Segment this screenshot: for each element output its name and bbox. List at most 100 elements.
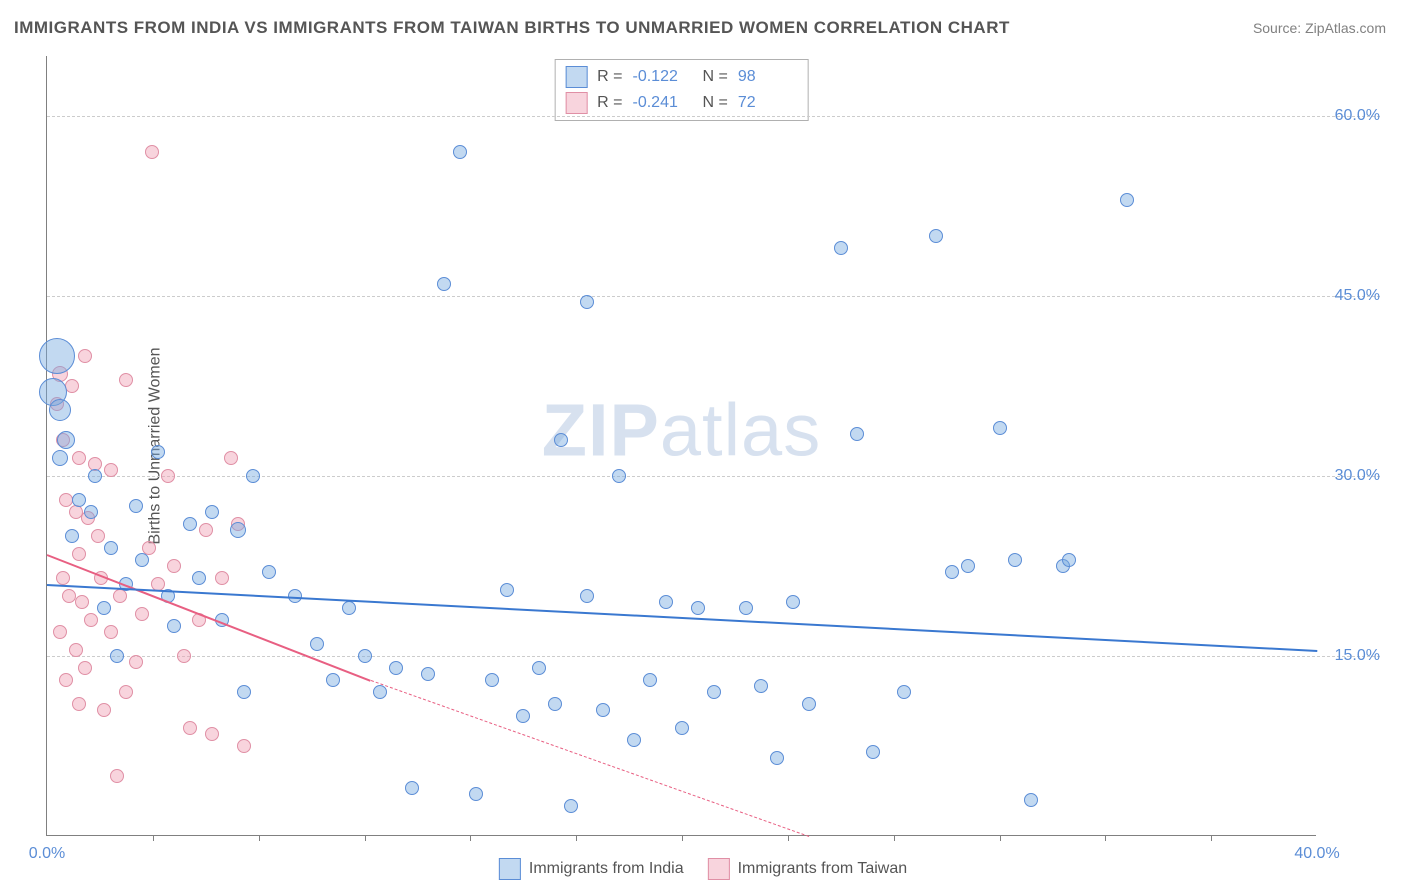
legend-swatch	[565, 92, 587, 114]
x-tick-label: 0.0%	[29, 845, 65, 863]
bubble-india	[104, 541, 118, 555]
bubble-india	[554, 433, 568, 447]
bubble-india	[500, 583, 514, 597]
x-tick-mark	[365, 835, 366, 841]
legend-row: R =-0.122N =98	[565, 64, 798, 90]
bubble-india	[580, 295, 594, 309]
bubble-india	[110, 649, 124, 663]
bubble-india	[564, 799, 578, 813]
bubble-india	[532, 661, 546, 675]
bubble-india	[326, 673, 340, 687]
bubble-india	[897, 685, 911, 699]
trendline-taiwan-extrapolated	[371, 680, 809, 837]
x-tick-mark	[1211, 835, 1212, 841]
bubble-india	[945, 565, 959, 579]
bubble-taiwan	[119, 373, 133, 387]
x-tick-mark	[259, 835, 260, 841]
bubble-india	[65, 529, 79, 543]
bubble-india	[205, 505, 219, 519]
bubble-taiwan	[72, 547, 86, 561]
bubble-india	[1008, 553, 1022, 567]
y-tick-label: 45.0%	[1335, 287, 1380, 305]
bubble-india	[49, 399, 71, 421]
legend-n-label: N =	[703, 94, 728, 112]
bubble-india	[437, 277, 451, 291]
gridline	[47, 116, 1380, 117]
bubble-india	[97, 601, 111, 615]
bubble-taiwan	[129, 655, 143, 669]
series-legend-swatch	[708, 858, 730, 880]
series-legend-item: Immigrants from Taiwan	[708, 858, 908, 880]
bubble-taiwan	[135, 607, 149, 621]
bubble-india	[675, 721, 689, 735]
bubble-india	[237, 685, 251, 699]
bubble-india	[453, 145, 467, 159]
bubble-india	[707, 685, 721, 699]
bubble-india	[389, 661, 403, 675]
x-tick-mark	[470, 835, 471, 841]
gridline	[47, 656, 1380, 657]
bubble-taiwan	[59, 673, 73, 687]
bubble-india	[72, 493, 86, 507]
bubble-india	[802, 697, 816, 711]
bubble-taiwan	[113, 589, 127, 603]
bubble-india	[516, 709, 530, 723]
bubble-india	[580, 589, 594, 603]
bubble-india	[596, 703, 610, 717]
bubble-taiwan	[78, 661, 92, 675]
series-legend: Immigrants from India Immigrants from Tai…	[499, 858, 907, 880]
bubble-india	[786, 595, 800, 609]
bubble-india	[1120, 193, 1134, 207]
bubble-taiwan	[78, 349, 92, 363]
legend-n-label: N =	[703, 68, 728, 86]
bubble-india	[135, 553, 149, 567]
bubble-india	[929, 229, 943, 243]
series-legend-item: Immigrants from India	[499, 858, 684, 880]
bubble-taiwan	[72, 697, 86, 711]
bubble-india	[739, 601, 753, 615]
bubble-taiwan	[65, 379, 79, 393]
bubble-india	[1024, 793, 1038, 807]
bubble-india	[39, 338, 75, 374]
bubble-india	[129, 499, 143, 513]
bubble-india	[643, 673, 657, 687]
y-tick-label: 60.0%	[1335, 107, 1380, 125]
legend-n-value: 72	[738, 94, 798, 112]
bubble-taiwan	[199, 523, 213, 537]
bubble-india	[246, 469, 260, 483]
bubble-india	[373, 685, 387, 699]
bubble-taiwan	[119, 685, 133, 699]
bubble-india	[421, 667, 435, 681]
bubble-india	[866, 745, 880, 759]
bubble-india	[310, 637, 324, 651]
bubble-india	[230, 522, 246, 538]
x-tick-label: 40.0%	[1294, 845, 1339, 863]
bubble-india	[167, 619, 181, 633]
bubble-taiwan	[145, 145, 159, 159]
bubble-taiwan	[75, 595, 89, 609]
bubble-taiwan	[104, 463, 118, 477]
bubble-india	[850, 427, 864, 441]
x-tick-mark	[1105, 835, 1106, 841]
bubble-taiwan	[97, 703, 111, 717]
gridline	[47, 296, 1380, 297]
bubble-taiwan	[167, 559, 181, 573]
legend-r-value: -0.122	[633, 68, 693, 86]
bubble-taiwan	[161, 469, 175, 483]
bubble-taiwan	[215, 571, 229, 585]
watermark-bold: ZIP	[542, 388, 660, 471]
x-tick-mark	[682, 835, 683, 841]
bubble-taiwan	[59, 493, 73, 507]
series-legend-label: Immigrants from Taiwan	[738, 860, 908, 878]
watermark: ZIPatlas	[542, 387, 821, 472]
legend-r-value: -0.241	[633, 94, 693, 112]
correlation-legend: R =-0.122N =98R =-0.241N =72	[554, 59, 809, 121]
bubble-india	[993, 421, 1007, 435]
x-tick-mark	[576, 835, 577, 841]
legend-row: R =-0.241N =72	[565, 90, 798, 116]
plot-area: Births to Unmarried Women ZIPatlas R =-0…	[46, 56, 1316, 836]
x-tick-mark	[153, 835, 154, 841]
x-tick-mark	[1000, 835, 1001, 841]
chart-title: IMMIGRANTS FROM INDIA VS IMMIGRANTS FROM…	[14, 18, 1010, 38]
legend-r-label: R =	[597, 68, 622, 86]
